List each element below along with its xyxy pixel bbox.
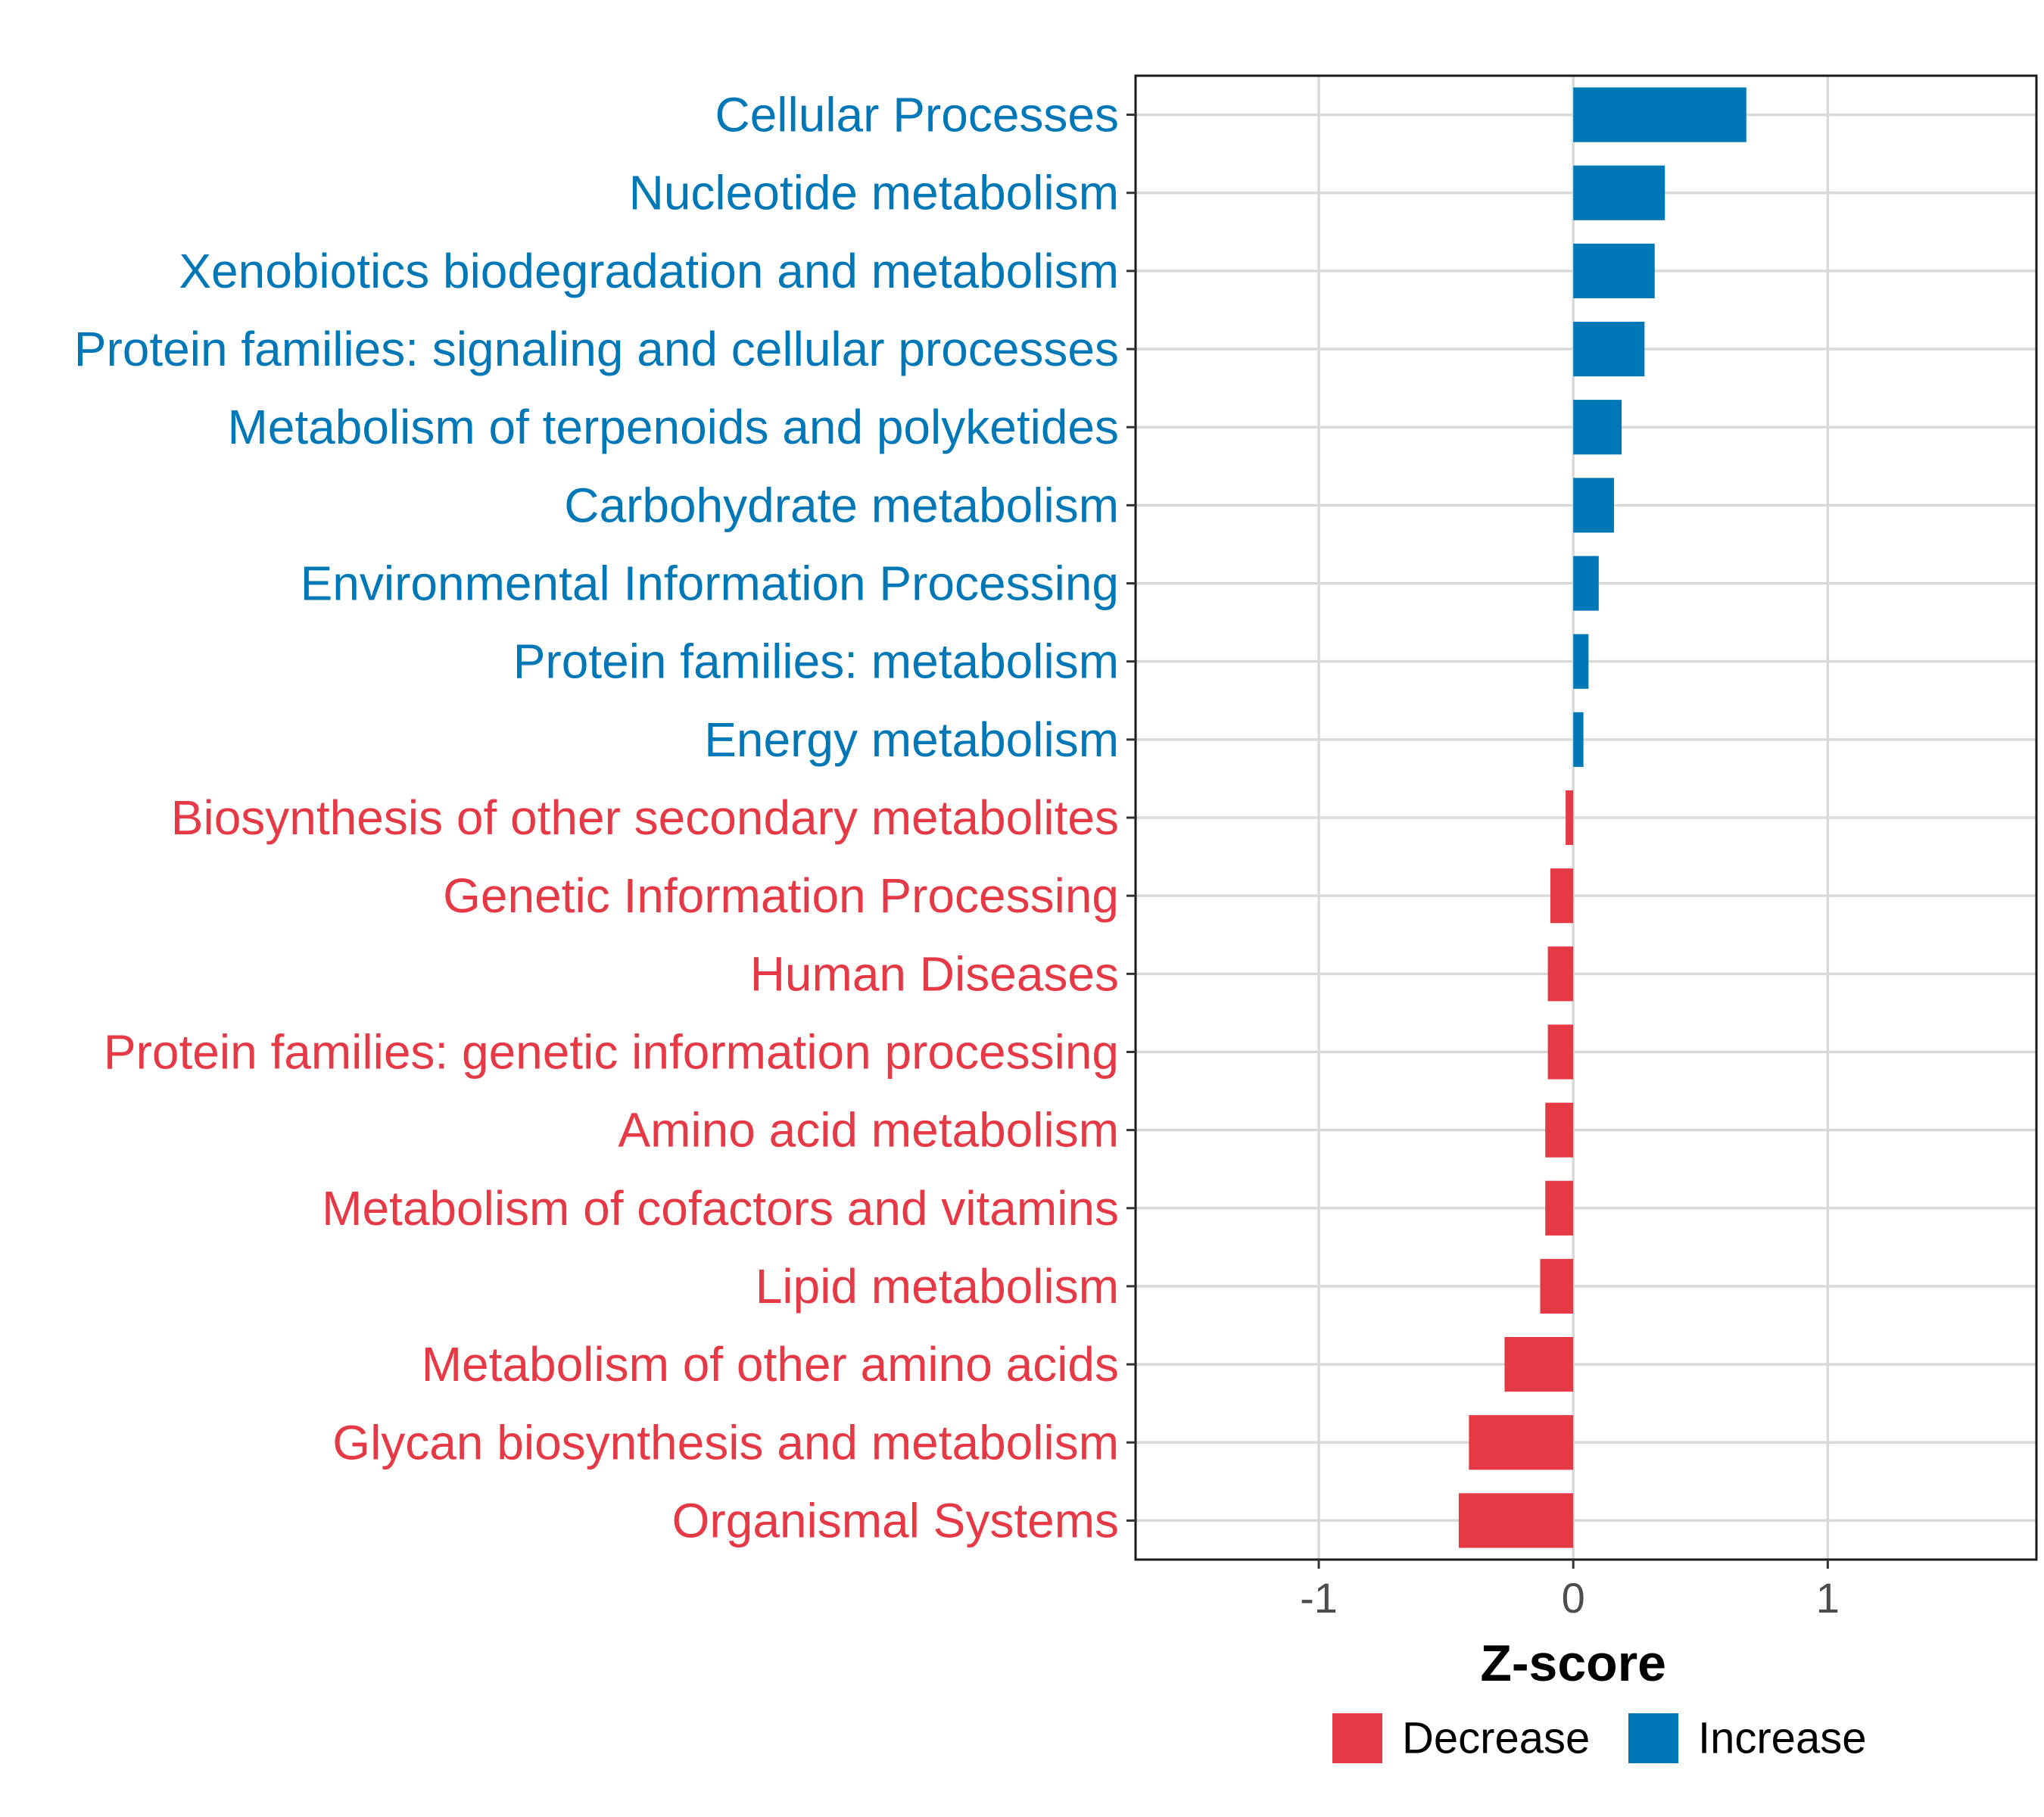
category-label: Organismal Systems: [672, 1493, 1119, 1547]
category-label: Protein families: genetic information pr…: [104, 1024, 1119, 1079]
x-axis-title: Z-score: [1480, 1635, 1666, 1692]
bar-metabolism-of-other-amino-acids: [1504, 1337, 1574, 1392]
legend-swatch-increase: [1628, 1713, 1678, 1763]
category-label: Metabolism of terpenoids and polyketides: [227, 400, 1119, 454]
legend: Decrease Increase: [1332, 1713, 1866, 1763]
category-label: Protein families: metabolism: [513, 634, 1119, 689]
x-tick-label: -1: [1300, 1574, 1338, 1622]
bar-protein-families-signaling-and-cellular-processes: [1573, 321, 1645, 377]
category-label: Metabolism of cofactors and vitamins: [322, 1181, 1119, 1236]
category-label: Energy metabolism: [704, 712, 1119, 767]
category-label: Carbohydrate metabolism: [564, 478, 1119, 532]
bar-carbohydrate-metabolism: [1573, 478, 1614, 533]
bar-lipid-metabolism: [1540, 1258, 1574, 1314]
category-label: Protein families: signaling and cellular…: [74, 322, 1119, 376]
bar-environmental-information-processing: [1573, 556, 1599, 611]
legend-swatch-decrease: [1332, 1713, 1382, 1763]
bars: [1458, 87, 1746, 1548]
x-axis-ticks: -1 0 1: [1300, 1560, 1840, 1622]
bar-protein-families-metabolism: [1573, 634, 1589, 689]
bar-xenobiotics-biodegradation-and-metabolism: [1573, 243, 1655, 298]
category-label: Metabolism of other amino acids: [422, 1337, 1119, 1392]
bar-metabolism-of-terpenoids-and-polyketides: [1573, 400, 1622, 455]
category-label: Cellular Processes: [715, 88, 1119, 142]
bar-glycan-biosynthesis-and-metabolism: [1469, 1415, 1574, 1470]
legend-label-increase: Increase: [1698, 1714, 1866, 1763]
bar-nucleotide-metabolism: [1573, 165, 1665, 220]
category-label: Amino acid metabolism: [618, 1103, 1119, 1158]
bar-cellular-processes: [1573, 87, 1746, 142]
bar-organismal-systems: [1458, 1493, 1574, 1548]
category-label: Glycan biosynthesis and metabolism: [332, 1415, 1119, 1469]
bar-amino-acid-metabolism: [1545, 1102, 1574, 1158]
bar-biosynthesis-of-other-secondary-metabolites: [1566, 790, 1574, 846]
bar-energy-metabolism: [1573, 712, 1584, 767]
legend-label-decrease: Decrease: [1402, 1714, 1590, 1763]
x-tick-label: 0: [1562, 1574, 1585, 1622]
bar-genetic-information-processing: [1550, 868, 1574, 924]
bar-protein-families-genetic-information-processing: [1547, 1024, 1574, 1080]
bar-metabolism-of-cofactors-and-vitamins: [1545, 1180, 1574, 1236]
y-axis-category-labels: Cellular Processes Nucleotide metabolism X…: [74, 88, 1119, 1548]
category-label: Genetic Information Processing: [443, 868, 1119, 923]
bar-human-diseases: [1547, 946, 1574, 1002]
category-label: Biosynthesis of other secondary metaboli…: [171, 790, 1119, 845]
category-label: Environmental Information Processing: [301, 556, 1119, 611]
category-label: Human Diseases: [750, 946, 1119, 1001]
x-tick-label: 1: [1816, 1574, 1840, 1622]
category-label: Lipid metabolism: [756, 1259, 1119, 1314]
category-label: Xenobiotics biodegradation and metabolis…: [179, 244, 1119, 298]
y-axis-ticks: [1126, 114, 1136, 1522]
category-label: Nucleotide metabolism: [629, 166, 1119, 220]
